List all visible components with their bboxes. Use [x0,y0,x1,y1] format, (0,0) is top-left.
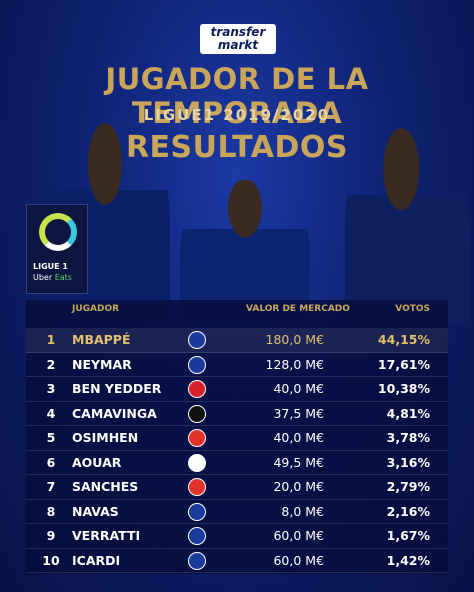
sponsor-part-b: Eats [54,273,72,282]
row-market-value: 60,0 M€ [273,528,324,543]
club-crest-icon [188,478,206,496]
row-votes: 2,16% [386,503,430,519]
league-name: LIGUE 1 [33,262,68,271]
table-row: 9 VERRATTI 60,0 M€ 1,67% [26,524,448,549]
row-market-value: 60,0 M€ [273,552,324,568]
table-row: 2 NEYMAR 128,0 M€ 17,61% [26,353,448,377]
row-votes: 10,38% [377,381,430,396]
row-votes: 1,67% [386,528,430,543]
row-rank: 6 [46,454,56,470]
row-rank: 7 [46,479,56,494]
row-market-value: 40,0 M€ [273,381,324,396]
header-value: VALOR DE MERCADO [246,304,350,314]
club-crest-icon [188,527,206,545]
player-photo-middle [180,180,310,320]
table-row: 7 SANCHES 20,0 M€ 2,79% [26,475,448,500]
row-market-value: 20,0 M€ [273,479,324,494]
table-row: 5 OSIMHEN 40,0 M€ 3,78% [26,426,448,451]
club-crest-icon [188,502,206,521]
table-row: 6 AOUAR 49,5 M€ 3,16% [26,451,448,475]
row-rank: 2 [46,356,56,372]
row-player-name: OSIMHEN [72,430,139,445]
row-rank: 10 [42,552,60,568]
page-title: JUGADOR DE LA TEMPORADA [105,62,369,130]
header-votes: VOTOS [395,304,430,314]
row-votes: 44,15% [377,332,430,347]
row-player-name: CAMAVINGA [72,405,157,421]
row-player-name: BEN YEDDER [72,381,162,396]
ligue1-logo-icon [39,213,77,251]
row-votes: 17,61% [377,356,430,372]
row-market-value: 37,5 M€ [273,405,324,421]
league-sponsor: Uber Eats [33,272,72,283]
table-row: 4 CAMAVINGA 37,5 M€ 4,81% [26,402,448,426]
row-rank: 5 [46,430,56,445]
row-player-name: NAVAS [72,503,119,519]
ligue1-badge: LIGUE 1 Uber Eats [26,204,88,294]
row-player-name: ICARDI [72,552,121,568]
club-crest-icon [188,453,206,472]
row-player-name: SANCHES [72,479,139,494]
row-votes: 3,16% [386,454,430,470]
row-market-value: 49,5 M€ [273,454,324,470]
page-subtitle: LIGUE1 2019/2020 [143,106,331,124]
club-crest-icon [188,404,206,423]
club-crest-icon [188,331,206,349]
row-market-value: 40,0 M€ [273,430,324,445]
ligue1-label: LIGUE 1 Uber Eats [33,261,72,283]
row-player-name: NEYMAR [72,356,132,372]
row-rank: 1 [46,332,56,347]
results-table: JUGADOR VALOR DE MERCADO VOTOS 1 MBAPPÉ 18… [26,300,448,574]
table-row: 1 MBAPPÉ 180,0 M€ 44,15% [26,328,448,353]
row-votes: 4,81% [386,405,430,421]
row-rank: 3 [46,381,56,396]
row-votes: 1,42% [386,552,430,568]
header-player: JUGADOR [72,304,120,314]
row-rank: 4 [46,405,56,421]
table-row: 10 ICARDI 60,0 M€ 1,42% [26,549,448,573]
row-player-name: AOUAR [72,454,122,470]
logo-line1: transfer [210,25,266,39]
club-crest-icon [188,380,206,398]
table-row: 3 BEN YEDDER 40,0 M€ 10,38% [26,377,448,402]
row-votes: 3,78% [386,430,430,445]
row-market-value: 8,0 M€ [281,503,324,519]
logo-line2: markt [217,38,259,52]
row-player-name: VERRATTI [72,528,141,543]
transfermarkt-logo: transfer markt [200,24,276,54]
player-photo-right [345,125,470,325]
row-market-value: 180,0 M€ [265,332,325,347]
results-heading: RESULTADOS [125,130,349,165]
club-crest-icon [188,429,206,447]
row-market-value: 128,0 M€ [265,356,325,372]
club-crest-icon [188,551,206,570]
sponsor-part-a: Uber [33,273,53,282]
row-player-name: MBAPPÉ [72,332,131,347]
row-rank: 9 [46,528,56,543]
row-votes: 2,79% [386,479,430,494]
club-crest-icon [188,355,206,374]
table-row: 8 NAVAS 8,0 M€ 2,16% [26,500,448,524]
row-rank: 8 [46,503,56,519]
